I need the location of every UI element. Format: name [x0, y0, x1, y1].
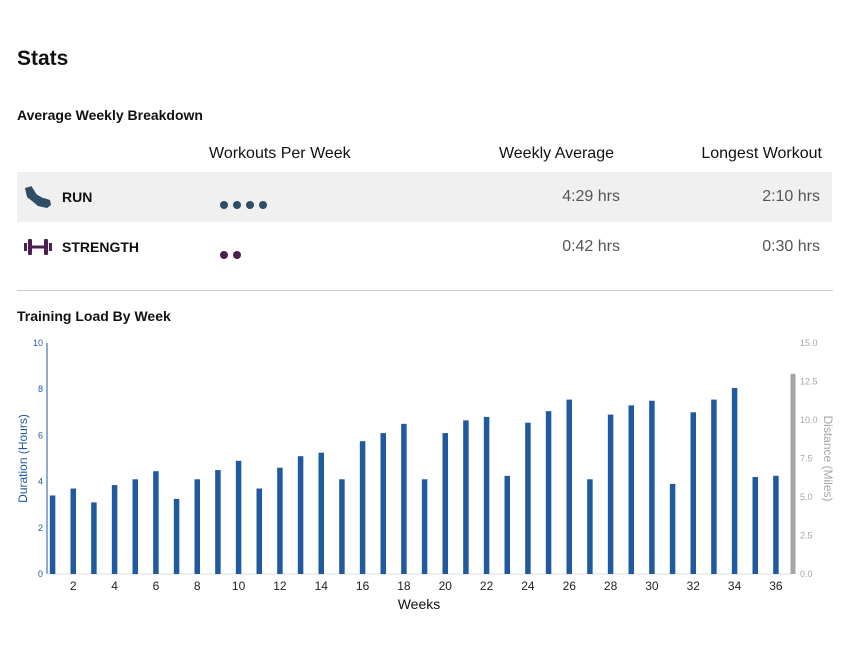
duration-bar — [731, 388, 738, 574]
duration-bar — [359, 441, 366, 574]
duration-bar — [711, 399, 717, 574]
weekly-average-value: 0:42 hrs — [562, 238, 620, 255]
activity-name: RUN — [62, 189, 93, 205]
x-tick-label: 6 — [153, 579, 160, 593]
workout-dot — [220, 201, 228, 209]
y2-axis-title: Distance (Miles) — [821, 415, 835, 501]
x-tick-label: 16 — [356, 579, 370, 593]
duration-bar — [566, 399, 572, 574]
y-tick-label: 2 — [38, 523, 43, 533]
x-tick-label: 24 — [521, 579, 535, 593]
y2-tick-label: 0.0 — [800, 569, 813, 579]
breakdown-row-strength: STRENGTH 0:42 hrs 0:30 hrs — [17, 222, 832, 272]
duration-bar — [215, 470, 221, 574]
x-axis-title: Weeks — [398, 596, 441, 612]
column-header-workouts-per-week: Workouts Per Week — [209, 145, 351, 162]
workout-dot — [220, 251, 228, 259]
x-tick-label: 36 — [769, 579, 783, 593]
y-tick-label: 4 — [38, 477, 43, 487]
duration-bar — [421, 479, 428, 574]
x-tick-label: 4 — [111, 579, 118, 593]
x-tick-label: 8 — [194, 579, 201, 593]
y-tick-label: 6 — [38, 430, 43, 440]
x-tick-label: 12 — [273, 579, 287, 593]
weekly-average-value: 4:29 hrs — [562, 188, 620, 205]
duration-bar — [380, 433, 386, 574]
x-tick-label: 14 — [315, 579, 329, 593]
duration-bar — [607, 414, 614, 574]
duration-bar — [545, 411, 552, 574]
x-tick-label: 32 — [687, 579, 701, 593]
duration-bar — [235, 460, 242, 574]
workouts-per-week-dots — [220, 196, 272, 209]
duration-bar — [111, 485, 118, 574]
duration-bar — [256, 488, 262, 574]
y-axis-title: Duration (Hours) — [16, 414, 30, 503]
dumbbell-icon — [23, 233, 53, 261]
longest-workout-value: 2:10 hrs — [762, 188, 820, 205]
duration-bar — [173, 498, 180, 574]
y2-tick-label: 15.0 — [800, 338, 818, 348]
x-tick-label: 10 — [232, 579, 246, 593]
duration-bar — [649, 400, 655, 574]
workout-dot — [246, 201, 254, 209]
duration-bar — [277, 467, 283, 574]
x-tick-label: 28 — [604, 579, 618, 593]
x-tick-label: 30 — [645, 579, 659, 593]
duration-bar — [318, 452, 324, 574]
y2-tick-label: 5.0 — [800, 492, 813, 502]
duration-bar — [194, 479, 200, 574]
duration-bar — [483, 416, 490, 574]
activity-name: STRENGTH — [62, 239, 139, 255]
duration-bar — [752, 476, 758, 574]
duration-bar — [463, 420, 469, 574]
duration-bar — [525, 422, 531, 574]
breakdown-title: Average Weekly Breakdown — [17, 107, 203, 123]
y-tick-label: 0 — [38, 569, 43, 579]
duration-bar — [153, 471, 159, 574]
column-header-weekly-average: Weekly Average — [498, 145, 614, 162]
training-load-title: Training Load By Week — [17, 308, 171, 324]
duration-bar — [690, 412, 696, 574]
workout-dot — [259, 201, 267, 209]
shoe-icon — [23, 183, 53, 211]
section-divider — [17, 290, 833, 291]
duration-bar — [132, 479, 138, 574]
duration-bar — [70, 488, 76, 574]
workouts-per-week-dots — [220, 246, 246, 259]
duration-bar — [587, 479, 593, 574]
x-tick-label: 20 — [439, 579, 453, 593]
duration-bar — [773, 475, 779, 574]
duration-bar — [91, 502, 97, 574]
x-tick-label: 26 — [563, 579, 577, 593]
x-tick-label: 18 — [397, 579, 411, 593]
page-title: Stats — [17, 47, 69, 70]
duration-bar — [504, 475, 510, 574]
y2-tick-label: 7.5 — [800, 454, 813, 464]
duration-bar — [442, 433, 448, 574]
y2-tick-label: 12.5 — [800, 377, 818, 387]
workout-dot — [233, 251, 241, 259]
duration-bar — [339, 479, 345, 574]
distance-bar — [790, 373, 796, 574]
duration-bar — [401, 423, 407, 574]
y2-tick-label: 10.0 — [800, 415, 818, 425]
x-tick-label: 34 — [728, 579, 742, 593]
workout-dot — [233, 201, 241, 209]
y-tick-label: 10 — [33, 338, 43, 348]
breakdown-row-run: RUN 4:29 hrs 2:10 hrs — [17, 172, 832, 222]
duration-bar — [669, 483, 676, 574]
x-tick-label: 2 — [70, 579, 77, 593]
duration-bar — [49, 495, 56, 574]
column-header-longest-workout: Longest Workout — [701, 145, 822, 162]
longest-workout-value: 0:30 hrs — [762, 238, 820, 255]
duration-bar — [628, 405, 634, 574]
y-tick-label: 8 — [38, 384, 43, 394]
duration-bar — [297, 456, 304, 574]
y2-tick-label: 2.5 — [800, 531, 813, 541]
x-tick-label: 22 — [480, 579, 494, 593]
